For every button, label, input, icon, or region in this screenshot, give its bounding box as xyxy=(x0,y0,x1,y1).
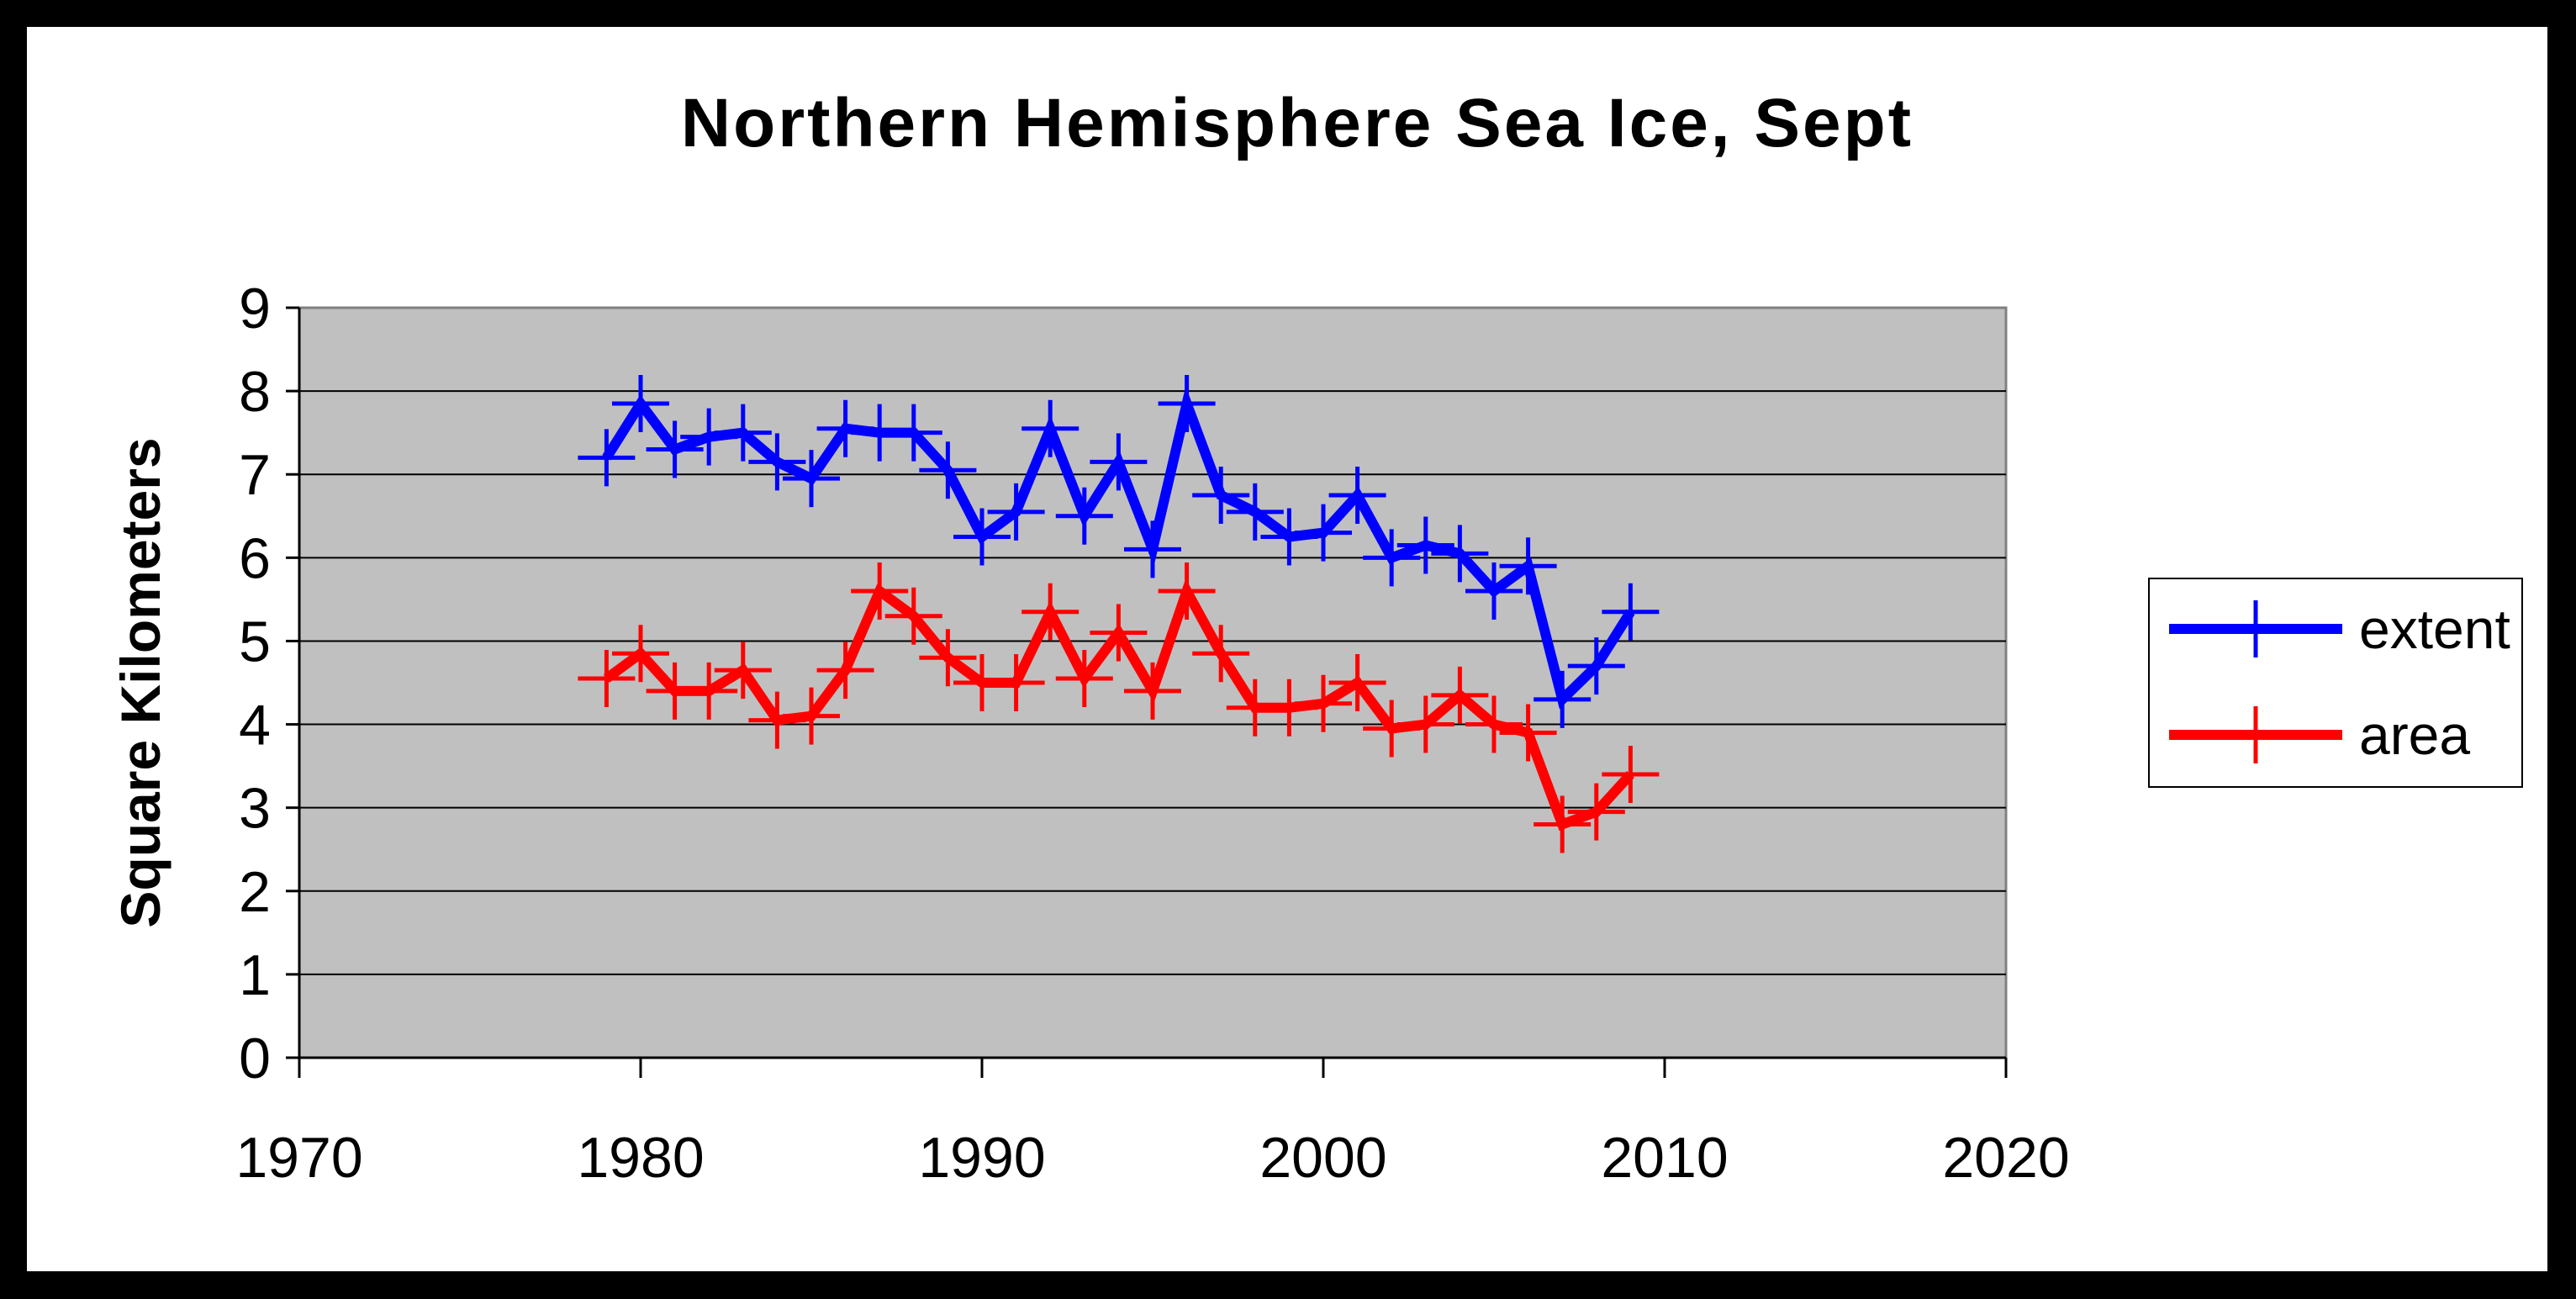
y-tick-label: 2 xyxy=(239,860,271,924)
data-point-extent xyxy=(612,374,669,432)
y-tick-label: 4 xyxy=(239,694,271,758)
data-point-extent xyxy=(884,404,942,462)
data-point-extent xyxy=(987,483,1045,541)
data-point-extent xyxy=(1158,374,1216,432)
chart-title: Northern Hemisphere Sea Ice, Sept xyxy=(681,85,1914,161)
x-tick-label: 2010 xyxy=(1601,1126,1728,1190)
data-point-area xyxy=(816,642,874,700)
data-point-extent xyxy=(1226,483,1284,541)
series-extent xyxy=(578,374,1660,728)
data-point-extent xyxy=(1396,516,1454,574)
chart-svg: Northern Hemisphere Sea Ice, Sept 0 1 2 3 4 5… xyxy=(109,85,2523,1190)
legend-items: extent area xyxy=(2169,598,2510,766)
y-tick-label: 6 xyxy=(239,526,271,590)
data-point-area xyxy=(1021,583,1079,641)
y-tick-label: 5 xyxy=(239,610,271,673)
data-point-area xyxy=(714,642,772,700)
data-point-extent xyxy=(1295,504,1352,562)
data-point-area xyxy=(1567,783,1625,841)
data-point-extent xyxy=(783,450,840,508)
data-point-extent xyxy=(578,429,636,487)
legend-item-area: area xyxy=(2169,704,2470,766)
data-point-extent xyxy=(1465,562,1523,620)
data-point-area xyxy=(1124,662,1181,720)
data-point-area xyxy=(1055,650,1113,708)
data-point-extent xyxy=(646,420,704,478)
data-point-area xyxy=(1533,795,1592,853)
legend-swatch-marker xyxy=(2227,706,2284,763)
data-point-area xyxy=(1465,695,1523,753)
data-point-extent xyxy=(816,399,874,457)
x-tick-label: 1990 xyxy=(918,1126,1045,1190)
y-tick-label: 1 xyxy=(239,943,271,1007)
data-point-extent xyxy=(953,508,1011,566)
data-point-extent xyxy=(1090,433,1148,491)
data-point-extent xyxy=(1499,537,1557,595)
data-point-area xyxy=(884,587,942,645)
data-point-area xyxy=(748,691,806,749)
y-tick-label: 0 xyxy=(239,1027,271,1090)
data-point-area xyxy=(1158,562,1216,620)
data-point-extent xyxy=(714,404,772,462)
data-point-extent xyxy=(1055,487,1113,545)
data-point-area xyxy=(851,562,909,620)
y-tick-label: 9 xyxy=(239,277,271,341)
data-point-extent xyxy=(680,408,738,466)
series-layer xyxy=(578,374,1660,853)
data-point-extent xyxy=(919,441,977,499)
legend-label: extent xyxy=(2359,598,2510,660)
chart-frame: Northern Hemisphere Sea Ice, Sept 0 1 2 3 4 5… xyxy=(27,27,2547,1271)
data-point-area xyxy=(1090,604,1148,662)
data-point-extent xyxy=(1533,670,1592,728)
x-tick-label: 1970 xyxy=(235,1126,362,1190)
data-point-area xyxy=(1363,700,1421,758)
legend-swatch-marker xyxy=(2227,600,2284,657)
axes: 0 1 2 3 4 5 6 7 8 9 1970 1980 1990 2000 2010 2020 xyxy=(235,277,2069,1190)
data-point-extent xyxy=(748,433,806,491)
data-point-extent xyxy=(1260,508,1318,566)
data-point-extent xyxy=(1363,529,1421,587)
y-tick-label: 3 xyxy=(239,777,271,841)
data-point-area xyxy=(1499,704,1557,762)
legend-item-extent: extent xyxy=(2169,598,2510,660)
data-point-extent xyxy=(1021,399,1079,457)
data-point-area xyxy=(612,625,669,683)
data-point-area xyxy=(1295,674,1352,732)
data-point-area xyxy=(1328,654,1386,711)
data-point-area xyxy=(1396,695,1454,753)
x-tick-label: 2000 xyxy=(1259,1126,1386,1190)
x-tick-label: 2020 xyxy=(1942,1126,2069,1190)
data-point-area xyxy=(919,629,977,687)
data-point-extent xyxy=(1328,467,1386,524)
data-point-extent xyxy=(1124,520,1181,578)
data-point-area xyxy=(783,687,840,745)
series-area xyxy=(578,562,1660,853)
data-point-area xyxy=(987,654,1045,711)
y-tick-label: 8 xyxy=(239,360,271,424)
legend-box xyxy=(2148,578,2523,788)
x-tick-label: 1980 xyxy=(577,1126,704,1190)
data-point-area xyxy=(1431,666,1489,724)
y-tick-label: 7 xyxy=(239,443,271,507)
data-point-area xyxy=(1192,625,1250,683)
data-point-area xyxy=(1260,679,1318,737)
data-point-extent xyxy=(1431,525,1489,583)
data-point-extent xyxy=(1192,467,1250,524)
legend-label: area xyxy=(2359,704,2470,766)
data-point-extent xyxy=(1567,637,1625,695)
legend: extent area xyxy=(2148,578,2523,788)
data-point-area xyxy=(680,662,738,720)
y-axis-label: Square Kilometers xyxy=(109,437,172,927)
data-point-area xyxy=(1602,746,1660,804)
data-point-area xyxy=(578,650,636,708)
data-point-extent xyxy=(1602,583,1660,641)
